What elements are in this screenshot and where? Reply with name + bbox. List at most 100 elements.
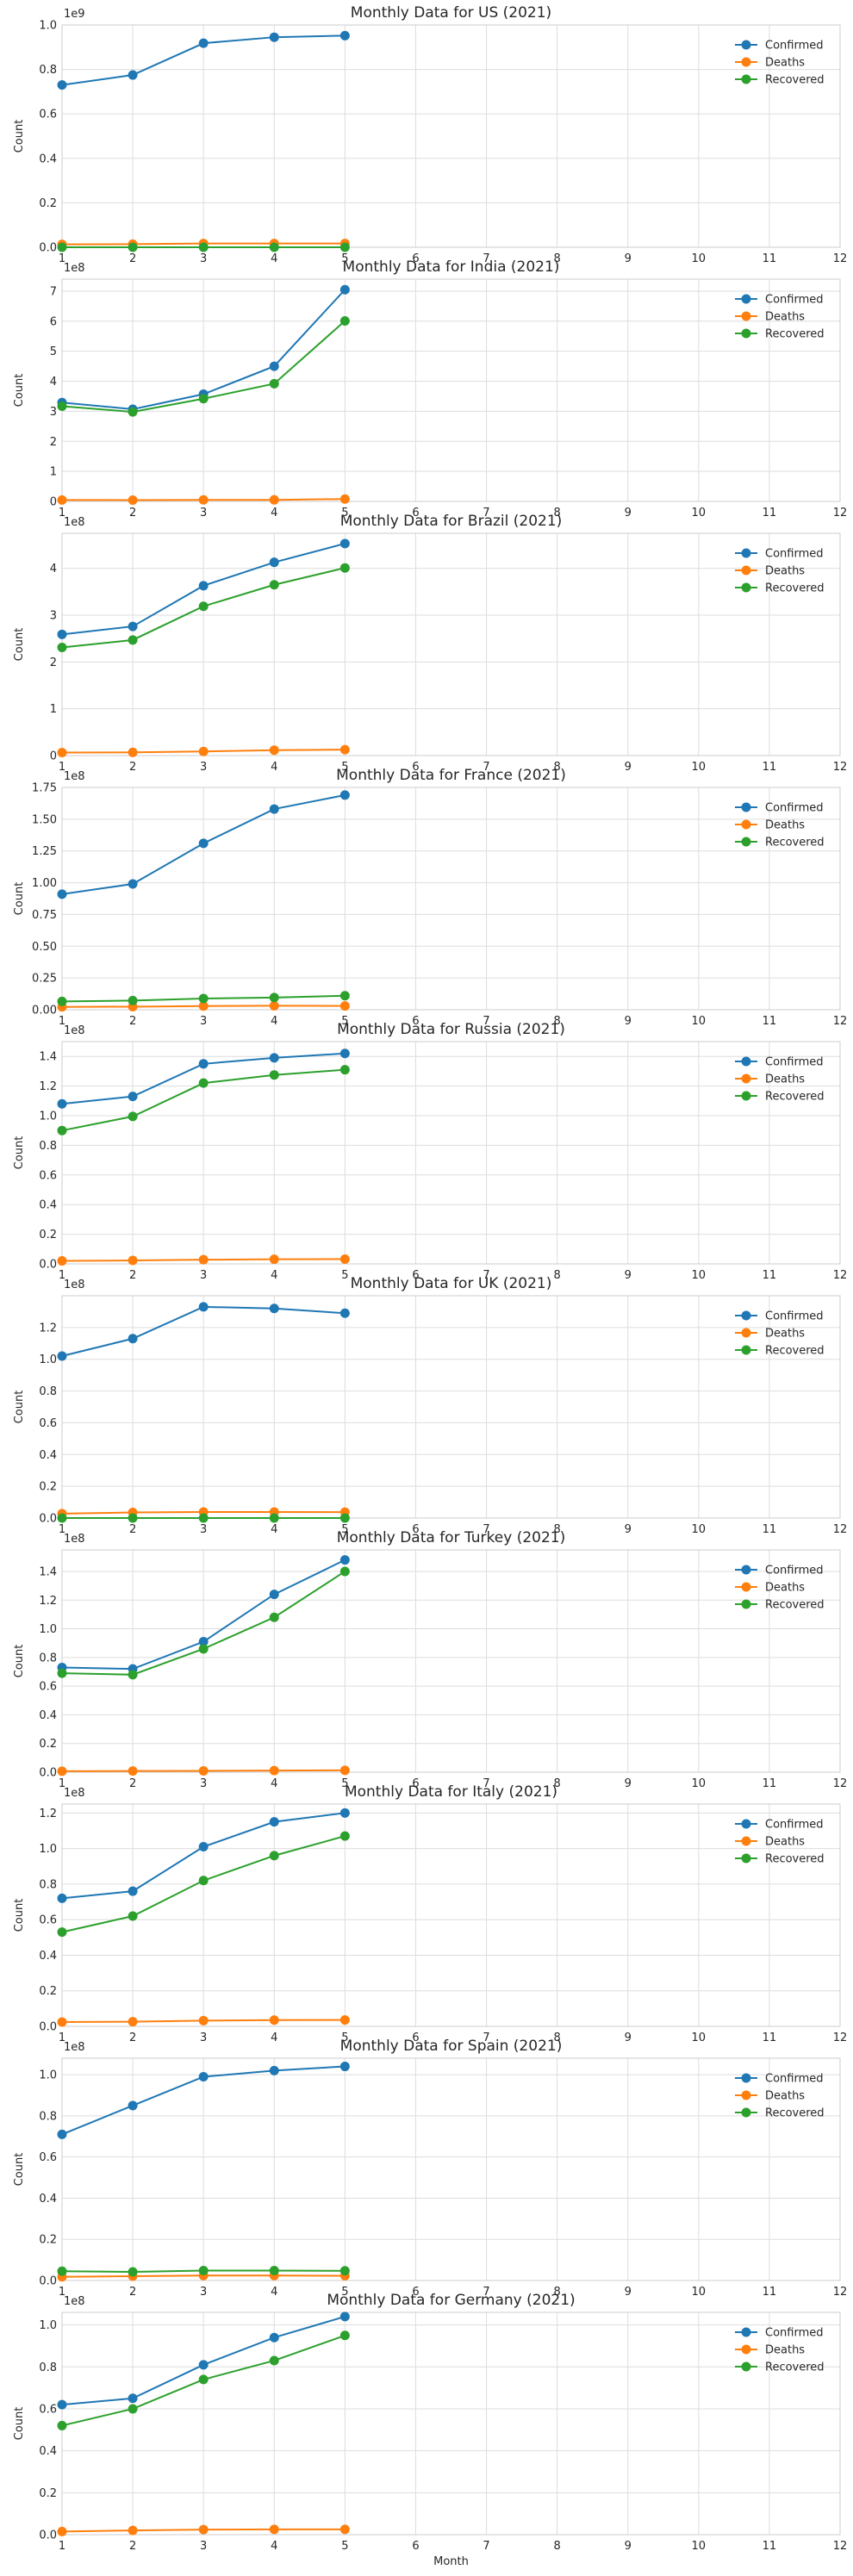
chart-panel-9: 1 2 3 4 5 6 7 8 9 10 11 120.00.20.40.60.81.0Monthly… [13,2038,847,2299]
x-tick-label: 6 [412,252,419,265]
y-axis-label: Count [13,1645,26,1678]
y-tick-label: 1.4 [39,1565,57,1578]
x-tick-label: 9 [625,1523,632,1536]
data-point [57,2526,67,2536]
legend: Confirmed Deaths Recovered [735,548,825,595]
legend-label: Confirmed [765,548,824,561]
legend: Confirmed Deaths Recovered [735,294,825,341]
x-tick-label: 9 [625,1269,632,1282]
x-tick-label: 12 [833,2286,848,2299]
y-tick-label: 0.6 [39,1417,57,1430]
legend-label: Deaths [765,1328,805,1341]
data-point [57,643,67,653]
legend-item-deaths: Deaths [735,311,805,324]
legend-item-confirmed: Confirmed [735,1819,824,1832]
data-point [57,1513,67,1523]
legend-swatch-marker [741,294,751,304]
y-offset-label: 1e8 [64,1279,85,1291]
x-tick-label: 3 [200,761,207,774]
y-tick-label: 0.0 [39,242,57,255]
data-point [128,1670,138,1680]
series-confirmed [57,790,350,899]
x-tick-label: 9 [625,761,632,774]
legend-label: Deaths [765,819,805,832]
chart-title: Monthly Data for Germany (2021) [327,2292,575,2309]
legend-swatch-marker [741,2090,751,2100]
data-point [128,1886,138,1896]
data-point [269,361,279,371]
x-tick-label: 1 [59,761,65,774]
x-tick-label: 4 [271,1777,277,1790]
x-tick-label: 11 [763,2286,777,2299]
series-deaths [57,494,350,505]
x-tick-label: 10 [692,252,707,265]
y-tick-label: 0.6 [39,2151,57,2164]
x-tick-label: 2 [129,1523,136,1536]
data-point [269,992,279,1003]
y-tick-label: 1.0 [39,20,57,33]
y-tick-label: 1.0 [39,1843,57,1856]
data-point [57,2129,67,2139]
data-point [198,1254,209,1265]
y-tick-label: 0.4 [39,1449,57,1462]
legend: Confirmed Deaths Recovered [735,1310,825,1358]
series-deaths [57,2524,350,2536]
plot-frame [61,1549,841,1773]
legend-swatch-marker [741,2344,751,2355]
y-tick-label: 0.2 [39,1738,57,1751]
x-tick-label: 2 [129,1269,136,1282]
x-tick-label: 5 [341,2032,348,2044]
chart-panel-5: 1 2 3 4 5 6 7 8 9 10 11 120.00.20.40.60.81.01.21.4M… [13,1021,847,1282]
legend-item-confirmed: Confirmed [735,294,824,307]
data-point [128,1111,138,1122]
data-point [57,2017,67,2027]
data-point [198,242,209,252]
y-tick-label: 2 [50,436,57,449]
x-tick-label: 2 [129,2032,136,2044]
data-point [57,1351,67,1361]
chart-title: Monthly Data for India (2021) [343,258,560,276]
legend-item-deaths: Deaths [735,2344,805,2357]
legend-swatch-marker [741,2327,751,2337]
legend-label: Recovered [765,1853,825,1866]
x-tick-label: 11 [763,1777,777,1790]
data-point [339,2266,350,2276]
y-tick-label: 0.50 [32,941,57,954]
legend-label: Deaths [765,565,805,578]
legend-label: Confirmed [765,1565,824,1577]
x-tick-label: 3 [200,2032,207,2044]
legend-item-deaths: Deaths [735,2090,805,2103]
y-axis-label: Count [13,882,26,916]
data-point [339,1555,350,1565]
x-tick-label: 7 [483,2032,489,2044]
x-tick-label: 9 [625,2540,632,2553]
data-point [128,1334,138,1344]
legend-swatch-marker [741,328,751,339]
data-point [198,2266,209,2276]
x-tick-label: 2 [129,252,136,265]
data-point [269,2266,279,2276]
data-point [128,2393,138,2404]
x-tick-label: 6 [412,1015,419,1028]
legend-item-deaths: Deaths [735,1836,805,1849]
data-point [339,1513,350,1523]
x-tick-label: 8 [553,1015,560,1028]
legend-swatch-marker [741,1582,751,1592]
x-tick-label: 2 [129,1015,136,1028]
series-recovered [57,242,350,252]
series-deaths [57,1254,350,1266]
x-tick-label: 2 [129,761,136,774]
y-tick-label: 0.4 [39,2445,57,2458]
x-tick-label: 7 [483,1015,489,1028]
chart-panel-6: 1 2 3 4 5 6 7 8 9 10 11 120.00.20.40.60.81.01.2Mont… [13,1275,847,1536]
plot-area [62,2058,840,2280]
series-recovered [57,2330,350,2430]
x-tick-label: 9 [625,2032,632,2044]
x-tick-label: 9 [625,1777,632,1790]
x-tick-label: 1 [59,1269,65,1282]
y-tick-label: 1 [50,466,57,479]
data-point [128,879,138,889]
x-tick-label: 8 [553,761,560,774]
data-point [57,2266,67,2276]
